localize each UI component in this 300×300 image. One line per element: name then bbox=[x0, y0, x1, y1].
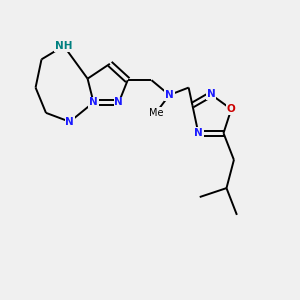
Text: NH: NH bbox=[55, 41, 73, 51]
Text: O: O bbox=[227, 104, 236, 114]
Text: N: N bbox=[89, 98, 98, 107]
Text: N: N bbox=[114, 98, 123, 107]
Text: N: N bbox=[165, 90, 174, 100]
Text: N: N bbox=[194, 128, 203, 138]
Text: Me: Me bbox=[149, 108, 163, 118]
Text: N: N bbox=[65, 117, 74, 127]
Text: N: N bbox=[207, 89, 215, 99]
